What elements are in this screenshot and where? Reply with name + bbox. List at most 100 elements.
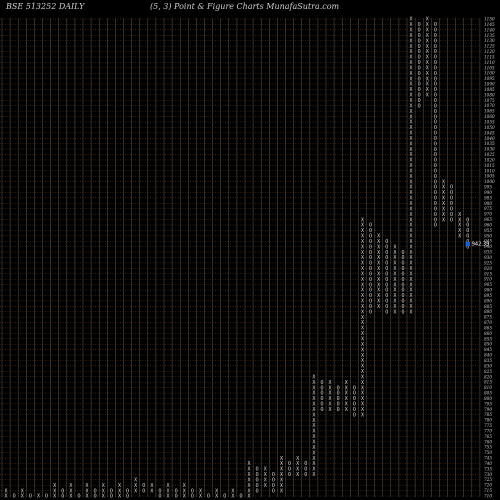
- x-box: X: [361, 412, 364, 418]
- x-box: X: [312, 385, 315, 391]
- o-box: O: [434, 212, 437, 218]
- x-box: X: [312, 439, 315, 445]
- o-box: O: [434, 141, 437, 147]
- y-tick-label: 1110: [484, 60, 495, 65]
- x-box: X: [410, 266, 413, 272]
- o-box: O: [353, 407, 356, 413]
- x-box: X: [361, 234, 364, 240]
- o-box: O: [450, 212, 453, 218]
- x-box: X: [280, 461, 283, 467]
- y-tick-label: 770: [484, 428, 492, 433]
- o-box: O: [304, 472, 307, 478]
- x-box: X: [361, 407, 364, 413]
- o-box: O: [434, 103, 437, 109]
- x-box: X: [410, 299, 413, 305]
- x-box: X: [426, 60, 429, 66]
- y-tick-label: 960: [484, 222, 492, 227]
- y-tick-label: 820: [484, 374, 492, 379]
- x-box: X: [280, 483, 283, 489]
- o-box: O: [434, 93, 437, 99]
- y-axis-ticks: 1150114511401135113011251120111511101105…: [484, 17, 495, 499]
- o-box: O: [256, 472, 259, 478]
- x-box: X: [215, 488, 218, 494]
- o-box: O: [450, 190, 453, 196]
- x-box: X: [377, 277, 380, 283]
- x-box: X: [377, 266, 380, 272]
- x-box: X: [410, 261, 413, 267]
- x-box: X: [296, 456, 299, 462]
- x-box: X: [361, 385, 364, 391]
- o-box: O: [29, 494, 32, 500]
- o-box: O: [434, 82, 437, 88]
- x-box: X: [410, 271, 413, 277]
- o-box: O: [434, 185, 437, 191]
- x-box: X: [410, 217, 413, 223]
- o-box: O: [369, 282, 372, 288]
- pnf-column: O: [207, 494, 210, 500]
- y-tick-label: 1140: [484, 27, 495, 32]
- o-box: O: [418, 49, 421, 55]
- x-box: X: [21, 494, 24, 500]
- x-box: X: [377, 299, 380, 305]
- o-box: O: [272, 488, 275, 494]
- x-box: X: [442, 212, 445, 218]
- o-box: O: [353, 402, 356, 408]
- o-box: O: [110, 488, 113, 494]
- x-box: X: [410, 82, 413, 88]
- x-box: X: [264, 472, 267, 478]
- o-box: O: [418, 76, 421, 82]
- y-tick-label: 965: [484, 217, 492, 222]
- o-box: O: [418, 71, 421, 77]
- x-box: X: [183, 488, 186, 494]
- o-box: O: [288, 461, 291, 467]
- x-box: X: [296, 461, 299, 467]
- x-box: X: [102, 483, 105, 489]
- pnf-column: OO: [142, 483, 145, 494]
- o-box: O: [191, 494, 194, 500]
- pnf-column: X: [37, 494, 40, 500]
- o-box: O: [466, 228, 469, 234]
- pnf-column: OO: [94, 488, 97, 499]
- x-box: X: [361, 239, 364, 245]
- y-tick-label: 1010: [484, 168, 495, 173]
- x-box: X: [329, 385, 332, 391]
- y-tick-label: 830: [484, 363, 492, 368]
- o-box: O: [288, 472, 291, 478]
- x-box: X: [393, 250, 396, 256]
- x-box: X: [280, 467, 283, 473]
- chart-caption: (5, 3) Point & Figure Charts MunafaSutra…: [150, 2, 340, 11]
- x-box: X: [361, 266, 364, 272]
- x-box: X: [312, 456, 315, 462]
- x-box: X: [410, 87, 413, 93]
- o-box: O: [434, 22, 437, 28]
- x-box: X: [312, 374, 315, 380]
- pnf-column: XX: [215, 488, 218, 499]
- o-box: O: [401, 261, 404, 267]
- o-box: O: [450, 206, 453, 212]
- x-box: X: [248, 472, 251, 478]
- pnf-column: OO: [110, 488, 113, 499]
- y-tick-label: 855: [484, 336, 492, 341]
- x-box: X: [410, 147, 413, 153]
- x-box: X: [393, 261, 396, 267]
- x-box: X: [426, 65, 429, 71]
- o-box: O: [304, 467, 307, 473]
- x-box: X: [410, 28, 413, 34]
- o-box: O: [401, 271, 404, 277]
- pnf-column: XXX: [53, 483, 56, 500]
- x-box: X: [167, 483, 170, 489]
- y-tick-label: 895: [484, 293, 492, 298]
- o-box: O: [385, 293, 388, 299]
- y-tick-label: 1015: [484, 163, 495, 168]
- o-box: O: [369, 277, 372, 283]
- o-box: O: [434, 98, 437, 104]
- o-box: O: [401, 293, 404, 299]
- y-tick-label: 785: [484, 412, 492, 417]
- o-box: O: [401, 266, 404, 272]
- pnf-column: OO: [158, 488, 161, 499]
- y-tick-label: 1020: [484, 157, 495, 162]
